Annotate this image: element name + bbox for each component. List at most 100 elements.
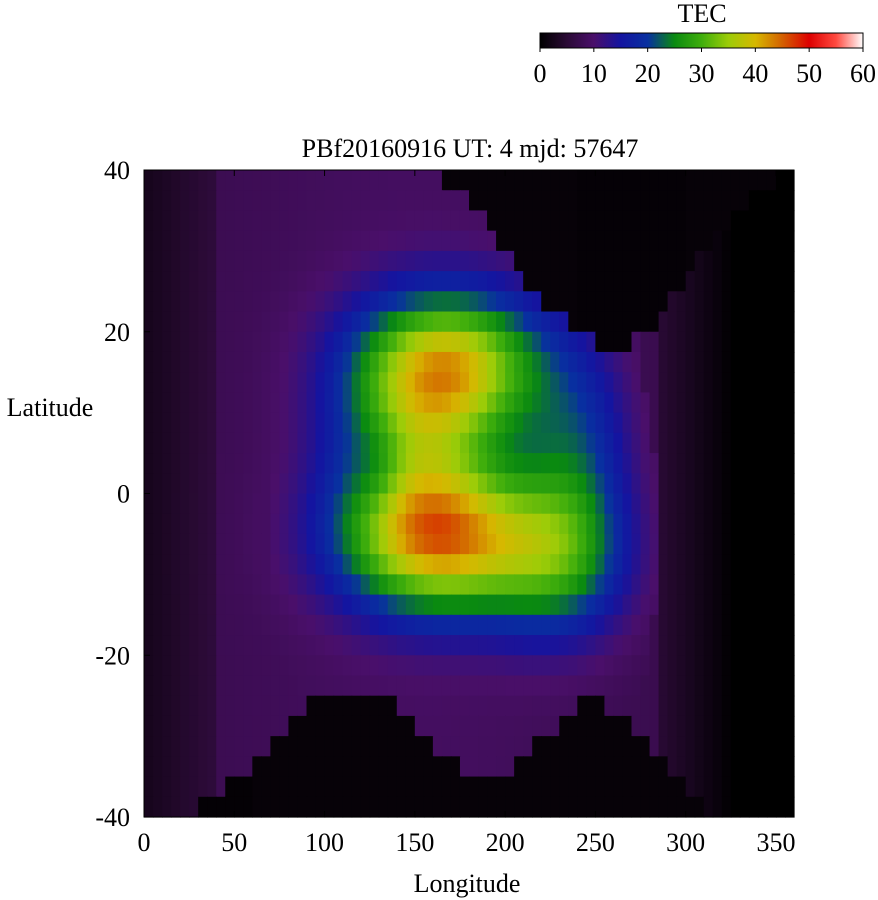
heatmap-cell [351,291,362,313]
heatmap-cell [369,493,380,515]
heatmap-cell [784,574,795,596]
heatmap-cell [577,675,587,697]
heatmap-cell [387,675,398,697]
heatmap-cell [450,614,461,636]
heatmap-cell [478,614,488,636]
heatmap-cell [324,796,335,818]
heatmap-cell [712,372,723,394]
heatmap-cell [631,655,642,677]
heatmap-cell [324,493,335,515]
heatmap-cell [622,513,633,535]
heatmap-cell [387,291,398,313]
heatmap-cell [432,170,443,191]
heatmap-cell [577,513,587,535]
heatmap-cell [748,796,759,818]
heatmap-cell [748,271,759,292]
heatmap-cell [550,554,560,575]
heatmap-cell [342,594,353,616]
heatmap-cell [171,271,181,292]
heatmap-cell [496,493,506,515]
heatmap-cell [360,291,371,313]
heatmap-cell [315,351,326,373]
heatmap-cell [360,635,371,656]
heatmap-cell [279,473,290,495]
heatmap-cell [631,715,642,737]
heatmap-cell [270,695,281,717]
heatmap-cell [234,533,244,555]
heatmap-cell [306,756,317,778]
heatmap-cell [757,574,768,596]
heatmap-cell [342,351,353,373]
heatmap-cell [288,776,299,798]
heatmap-cell [423,655,434,677]
heatmap-cell [757,291,768,313]
heatmap-cell [288,170,299,191]
heatmap-cell [622,796,633,818]
heatmap-cell [748,250,759,272]
heatmap-cell [387,533,398,555]
heatmap-cell [541,493,551,515]
heatmap-cell [730,351,741,373]
heatmap-cell [721,372,732,394]
heatmap-cell [550,412,560,434]
heatmap-cell [270,614,281,636]
heatmap-cell [514,614,524,636]
heatmap-cell [541,675,551,697]
heatmap-cell [550,250,560,272]
heatmap-cell [306,635,317,656]
heatmap-cell [315,230,326,252]
heatmap-cell [703,412,714,434]
heatmap-cell [162,493,172,515]
heatmap-cell [387,715,398,737]
heatmap-cell [766,432,777,454]
heatmap-cell [234,372,244,394]
heatmap-cell [423,715,434,737]
heatmap-cell [523,190,533,212]
heatmap-cell [550,574,560,596]
heatmap-cell [505,796,515,818]
heatmap-cell [198,574,208,596]
heatmap-cell [757,655,768,677]
heatmap-cell [586,594,596,616]
heatmap-cell [450,291,461,313]
heatmap-cell [721,271,732,292]
heatmap-cell [153,351,163,373]
heatmap-cell [775,513,786,535]
heatmap-cell [225,493,235,515]
heatmap-cell [631,594,642,616]
heatmap-cell [568,533,578,555]
heatmap-cell [333,655,344,677]
heatmap-cell [324,675,335,697]
heatmap-cell [775,493,786,515]
heatmap-cell [333,331,344,353]
heatmap-cell [333,190,344,212]
heatmap-cell [775,796,786,818]
heatmap-cell [270,594,281,616]
heatmap-cell [342,331,353,353]
heatmap-cell [550,392,560,414]
heatmap-cell [252,594,262,616]
heatmap-cell [432,695,443,717]
heatmap-cell [450,473,461,495]
heatmap-cell [243,695,253,717]
heatmap-cell [640,574,651,596]
heatmap-cell [423,635,434,656]
heatmap-cell [450,736,461,757]
heatmap-cell [333,412,344,434]
heatmap-cell [775,594,786,616]
heatmap-cell [595,331,606,353]
heatmap-cell [496,695,506,717]
heatmap-cell [487,311,497,333]
heatmap-cell [532,533,542,555]
heatmap-cell [604,453,615,474]
heatmap-cell [766,614,777,636]
heatmap-cell [622,250,633,272]
heatmap-cell [423,574,434,596]
heatmap-cell [162,392,172,414]
heatmap-cell [459,513,470,535]
heatmap-cell [739,331,750,353]
heatmap-cell [604,190,615,212]
heatmap-cell [613,372,624,394]
heatmap-cell [207,776,217,798]
heatmap-cell [243,271,253,292]
